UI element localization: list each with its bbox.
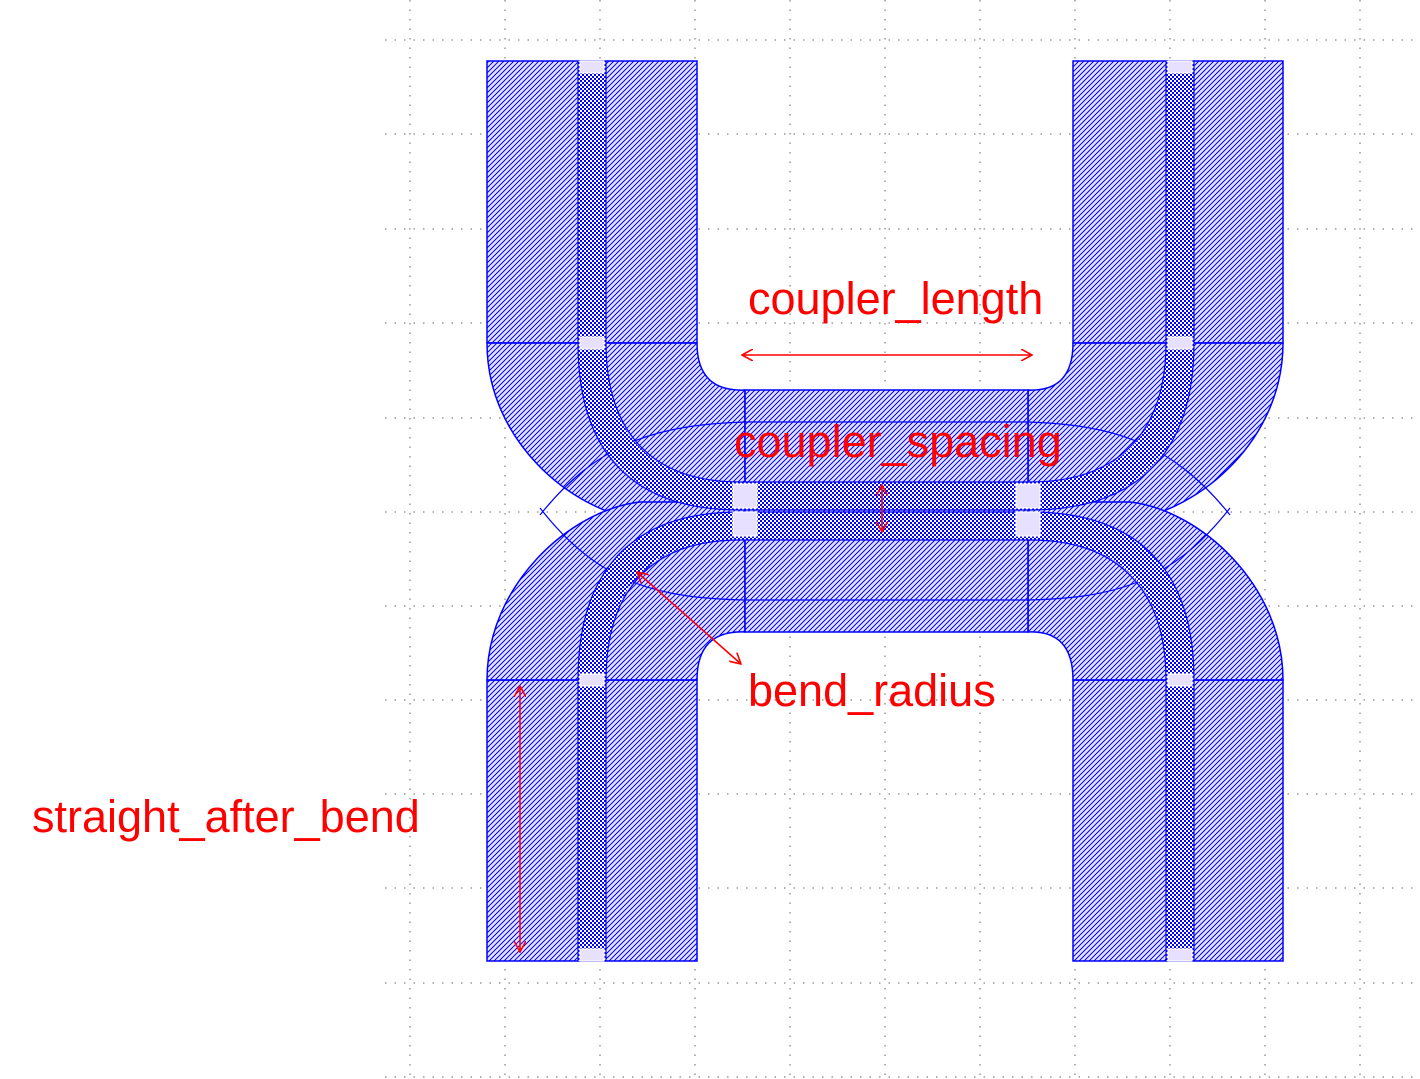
- straight-after-bend-label: straight_after_bend: [32, 791, 420, 842]
- bend-radius-label: bend_radius: [748, 665, 996, 716]
- coupler-length-label: coupler_length: [748, 273, 1043, 324]
- bend-outlines: [487, 342, 1283, 681]
- coupler-spacing-label: coupler_spacing: [734, 416, 1062, 467]
- annotation-arrows: [520, 355, 1032, 952]
- port-markers: [579, 60, 1193, 962]
- bend-radius-arrow: [637, 572, 741, 664]
